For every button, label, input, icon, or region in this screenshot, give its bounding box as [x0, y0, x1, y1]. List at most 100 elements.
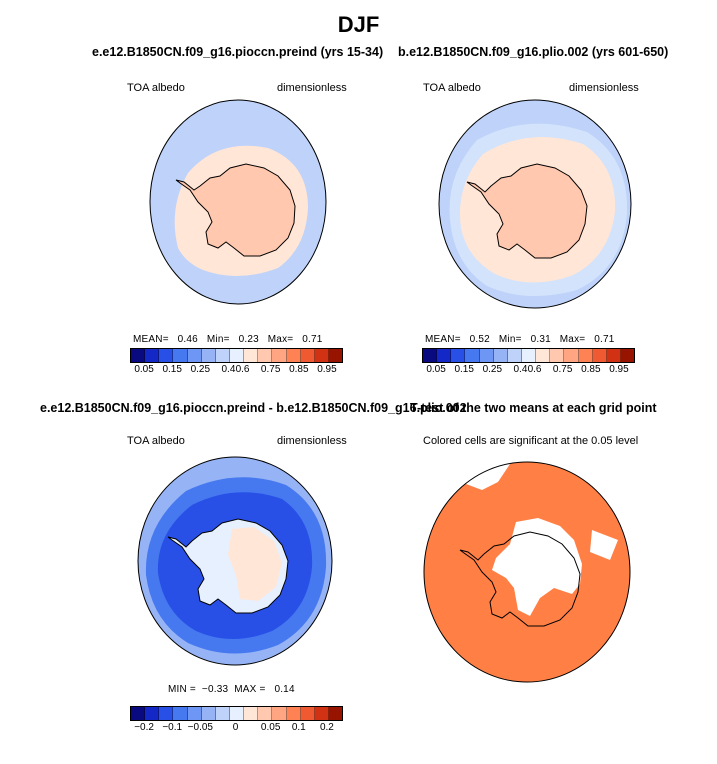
panel3-map-border [137, 456, 333, 666]
panel3-colorbar [130, 706, 343, 721]
panel1-variable-label: TOA albedo [127, 82, 185, 94]
colorbar-swatch [507, 349, 522, 362]
colorbar-swatch [314, 707, 329, 720]
colorbar-tick-label: 0.6 [235, 364, 250, 375]
colorbar-swatch [258, 349, 273, 362]
colorbar-swatch [244, 707, 259, 720]
colorbar-swatch [479, 349, 494, 362]
panel3-positive-region [228, 527, 282, 601]
colorbar-swatch [465, 349, 480, 362]
colorbar-tick-label: 0.2 [319, 722, 334, 733]
panel2-map-border [438, 99, 632, 309]
colorbar-swatch [286, 349, 301, 362]
panel2-map [438, 99, 632, 309]
panel2-stats: MEAN= 0.52 Min= 0.31 Max= 0.71 [425, 334, 615, 345]
colorbar-tick-label: 0 [232, 722, 239, 733]
panel1-colorbar-ticks: 0.05 0.15 0.25 0.4 0.6 0.75 0.85 0.95 [130, 364, 341, 378]
panel3-map [137, 456, 333, 666]
panel1-colorbar [130, 348, 343, 363]
colorbar-swatch [131, 349, 146, 362]
panel4-title: T-test of the two means at each grid poi… [410, 401, 657, 415]
colorbar-swatch [314, 349, 329, 362]
colorbar-swatch [145, 707, 160, 720]
colorbar-swatch [145, 349, 160, 362]
panel1-map-border [149, 99, 327, 305]
colorbar-swatch [564, 349, 579, 362]
colorbar-tick-label: 0.4 [513, 364, 528, 375]
panel1-antarctica [175, 163, 296, 257]
colorbar-tick-label: 0.4 [221, 364, 236, 375]
colorbar-tick-label: 0.25 [190, 364, 211, 375]
colorbar-swatch [229, 707, 245, 720]
panel2-units-label: dimensionless [569, 82, 639, 94]
colorbar-tick-label: 0.85 [581, 364, 601, 375]
colorbar-swatch [159, 349, 174, 362]
colorbar-swatch [244, 349, 259, 362]
colorbar-tick-label: −0.2 [134, 722, 154, 733]
colorbar-tick-label: −0.1 [162, 722, 183, 733]
colorbar-swatch [187, 707, 202, 720]
panel2-colorbar-ticks: 0.05 0.15 0.25 0.4 0.6 0.75 0.85 0.95 [422, 364, 633, 378]
colorbar-swatch [328, 349, 343, 362]
colorbar-swatch [215, 707, 230, 720]
colorbar-tick-label: −0.05 [187, 722, 213, 733]
colorbar-swatch [272, 349, 287, 362]
colorbar-tick-label: 0.85 [289, 364, 309, 375]
colorbar-swatch [300, 349, 315, 362]
colorbar-swatch [272, 707, 287, 720]
panel3-units-label: dimensionless [277, 435, 347, 447]
colorbar-tick-label: 0.25 [482, 364, 503, 375]
panel3-stats: MIN = −0.33 MAX = 0.14 [168, 684, 295, 695]
colorbar-tick-label: 0.05 [426, 364, 446, 375]
colorbar-tick-label: 0.05 [134, 364, 154, 375]
colorbar-swatch [328, 707, 343, 720]
colorbar-swatch [215, 349, 230, 362]
colorbar-tick-label: 0.15 [162, 364, 182, 375]
panel3-title: e.e12.B1850CN.f09_g16.pioccn.preind - b.… [40, 401, 467, 415]
colorbar-swatch [187, 349, 202, 362]
colorbar-swatch [286, 707, 301, 720]
colorbar-tick-label: 0.15 [454, 364, 474, 375]
colorbar-swatch [578, 349, 593, 362]
colorbar-swatch [493, 349, 508, 362]
panel4-map [423, 461, 631, 683]
colorbar-swatch [201, 707, 216, 720]
panel4-map-border [423, 461, 631, 683]
colorbar-tick-label: 0.6 [527, 364, 542, 375]
colorbar-swatch [423, 349, 438, 362]
colorbar-swatch [592, 349, 607, 362]
colorbar-tick-label: 0.75 [260, 364, 281, 375]
colorbar-swatch [606, 349, 621, 362]
colorbar-tick-label: 0.75 [552, 364, 573, 375]
colorbar-swatch [300, 707, 315, 720]
panel2-antarctica [466, 163, 588, 259]
panel4-coastline [459, 531, 581, 627]
panel3-variable-label: TOA albedo [127, 435, 185, 447]
colorbar-swatch [173, 707, 188, 720]
colorbar-swatch [620, 349, 635, 362]
panel2-colorbar [422, 348, 635, 363]
colorbar-swatch [229, 349, 245, 362]
colorbar-swatch [550, 349, 565, 362]
panel2-variable-label: TOA albedo [423, 82, 481, 94]
panel1-map [149, 99, 327, 305]
colorbar-tick-label: 0.1 [291, 722, 306, 733]
colorbar-tick-label: 0.95 [317, 364, 337, 375]
panel4-nonsig-bottom-left [424, 654, 462, 682]
colorbar-swatch [201, 349, 216, 362]
panel4-note: Colored cells are significant at the 0.0… [423, 435, 639, 447]
colorbar-tick-label: 0.95 [609, 364, 629, 375]
panel4-nonsig-right [590, 530, 618, 560]
figure-title: DJF [337, 12, 380, 37]
panel1-stats: MEAN= 0.46 Min= 0.23 Max= 0.71 [133, 334, 323, 345]
colorbar-swatch [536, 349, 551, 362]
panel3-colorbar-ticks: −0.2 −0.1 −0.05 0 0.05 0.1 0.2 [130, 722, 341, 736]
colorbar-swatch [131, 707, 146, 720]
colorbar-swatch [258, 707, 273, 720]
colorbar-swatch [173, 349, 188, 362]
colorbar-tick-label: 0.05 [260, 722, 281, 733]
panel1-units-label: dimensionless [277, 82, 347, 94]
colorbar-swatch [437, 349, 452, 362]
colorbar-swatch [451, 349, 466, 362]
colorbar-swatch [521, 349, 537, 362]
